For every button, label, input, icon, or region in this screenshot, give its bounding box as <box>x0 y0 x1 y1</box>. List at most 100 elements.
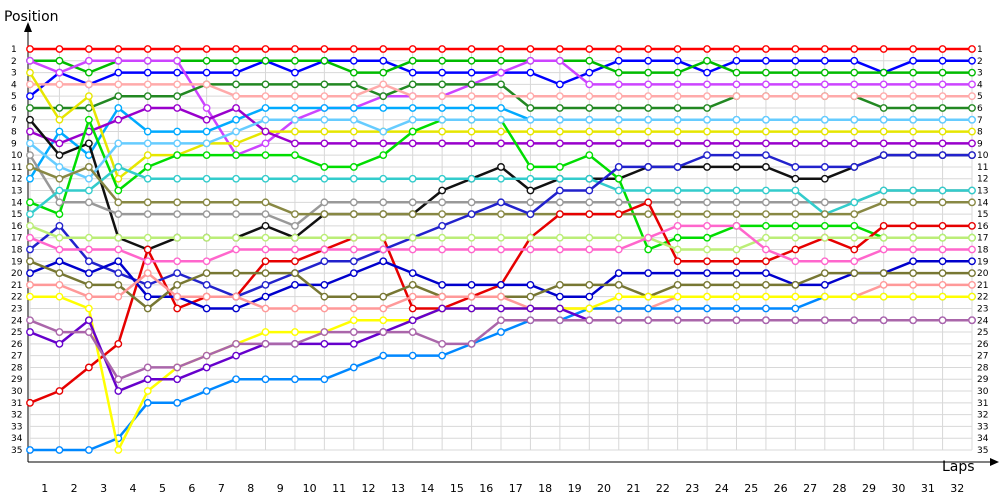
data-point <box>379 68 388 77</box>
data-point <box>526 68 535 77</box>
data-point <box>938 280 947 289</box>
data-point <box>261 233 270 242</box>
data-point <box>320 328 329 336</box>
data-point <box>555 233 564 242</box>
data-point <box>762 280 770 289</box>
data-point <box>703 45 711 53</box>
data-point <box>673 304 682 313</box>
y-tick-label-right: 21 <box>977 281 988 291</box>
data-point <box>555 104 564 112</box>
y-tick-label-left: 27 <box>11 352 22 362</box>
data-point <box>732 245 741 254</box>
data-point <box>55 163 64 171</box>
data-point <box>673 163 682 171</box>
data-point <box>526 92 535 101</box>
data-point <box>202 233 211 242</box>
data-point <box>55 222 64 230</box>
data-point <box>143 363 152 372</box>
data-point <box>555 174 564 183</box>
y-tick-label-left: 20 <box>11 269 23 279</box>
data-point <box>84 92 93 101</box>
data-point <box>762 269 770 277</box>
data-point <box>644 45 653 53</box>
data-point <box>26 68 34 77</box>
data-point <box>26 80 34 89</box>
data-point <box>349 304 358 313</box>
data-point <box>938 257 947 266</box>
data-point <box>820 316 829 325</box>
data-point <box>909 269 918 277</box>
data-point <box>791 245 800 254</box>
data-point <box>379 92 388 101</box>
data-point <box>408 139 417 148</box>
data-point <box>791 68 800 77</box>
data-point <box>408 210 417 219</box>
x-tick-label: 11 <box>332 482 346 495</box>
data-point <box>202 104 211 112</box>
data-point <box>438 222 447 230</box>
data-point <box>349 210 358 219</box>
data-point <box>202 45 211 53</box>
data-point <box>614 292 623 301</box>
x-tick-label: 22 <box>656 482 670 495</box>
data-point <box>909 115 918 124</box>
data-point <box>614 115 623 124</box>
data-point <box>55 45 64 53</box>
data-point <box>55 56 64 65</box>
data-point <box>644 139 653 148</box>
data-point <box>349 257 358 266</box>
data-point <box>320 375 329 384</box>
data-point <box>909 186 918 195</box>
y-tick-label-right: 29 <box>977 375 989 385</box>
data-point <box>614 198 623 207</box>
x-tick-label: 5 <box>159 482 166 495</box>
data-point <box>968 222 976 230</box>
data-point <box>938 127 947 136</box>
data-point <box>173 56 182 65</box>
data-point <box>673 45 682 53</box>
y-tick-label-left: 4 <box>11 80 17 90</box>
data-point <box>968 92 976 101</box>
data-point <box>762 186 770 195</box>
data-point <box>320 245 329 254</box>
data-point <box>320 280 329 289</box>
data-point <box>497 198 505 207</box>
data-point <box>644 127 653 136</box>
data-point <box>438 127 447 136</box>
data-point <box>820 68 829 77</box>
data-point <box>291 269 299 277</box>
data-point <box>202 387 211 395</box>
data-point <box>732 210 741 219</box>
data-point <box>555 292 564 301</box>
data-point <box>673 56 682 65</box>
data-point <box>762 316 770 325</box>
data-point <box>614 45 623 53</box>
data-point <box>791 139 800 148</box>
data-point <box>820 80 829 89</box>
x-tick-label: 17 <box>509 482 523 495</box>
data-point <box>143 304 152 313</box>
data-point <box>732 151 741 160</box>
data-point <box>408 280 417 289</box>
data-point <box>202 198 211 207</box>
data-point <box>526 280 535 289</box>
data-point <box>762 56 770 65</box>
data-point <box>762 92 770 101</box>
y-tick-label-right: 8 <box>977 128 983 138</box>
data-point <box>614 233 623 242</box>
series-1 <box>26 45 976 53</box>
data-point <box>703 151 711 160</box>
data-point <box>26 245 34 254</box>
data-point <box>673 115 682 124</box>
y-tick-label-right: 10 <box>977 151 989 161</box>
y-tick-label-left: 6 <box>11 104 17 114</box>
y-tick-label-left: 21 <box>11 281 22 291</box>
data-point <box>791 304 800 313</box>
y-tick-label-left: 24 <box>11 316 23 326</box>
data-point <box>762 222 770 230</box>
y-tick-label-left: 15 <box>11 210 22 220</box>
x-tick-label: 6 <box>188 482 195 495</box>
data-point <box>202 292 211 301</box>
data-point <box>114 446 123 454</box>
data-point <box>26 269 34 277</box>
